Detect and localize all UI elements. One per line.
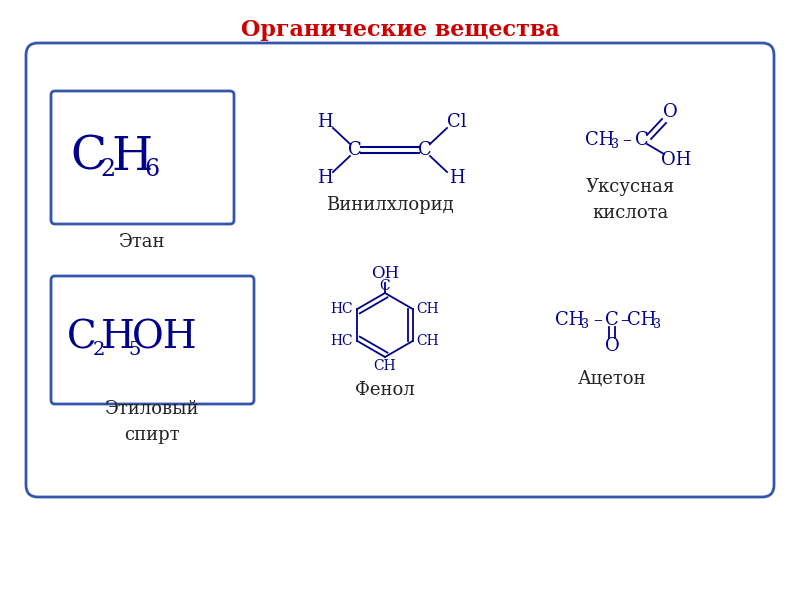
Text: Cl: Cl xyxy=(447,113,467,131)
Text: C: C xyxy=(418,141,432,159)
Text: C: C xyxy=(380,279,390,293)
Text: –: – xyxy=(622,131,631,149)
Text: H: H xyxy=(449,169,465,187)
Text: C: C xyxy=(348,141,362,159)
Text: C: C xyxy=(70,134,106,179)
Text: Фенол: Фенол xyxy=(355,381,415,399)
Text: 3: 3 xyxy=(581,319,589,331)
Text: O: O xyxy=(662,103,678,121)
Text: 2: 2 xyxy=(93,341,105,359)
Text: Этан: Этан xyxy=(118,233,166,251)
Text: OH: OH xyxy=(661,151,691,169)
Text: Ацетон: Ацетон xyxy=(578,369,646,387)
FancyBboxPatch shape xyxy=(51,91,234,224)
Text: HC: HC xyxy=(330,334,354,348)
Text: Винилхлорид: Винилхлорид xyxy=(326,196,454,214)
Text: H: H xyxy=(317,169,333,187)
Text: 5: 5 xyxy=(129,341,141,359)
Text: H: H xyxy=(317,113,333,131)
Text: CH: CH xyxy=(586,131,614,149)
Text: Органические вещества: Органические вещества xyxy=(241,19,559,41)
Text: 2: 2 xyxy=(101,158,115,181)
Text: Уксусная
кислота: Уксусная кислота xyxy=(586,179,674,221)
Text: C: C xyxy=(635,131,649,149)
Text: CH: CH xyxy=(627,311,657,329)
FancyBboxPatch shape xyxy=(51,276,254,404)
Text: H: H xyxy=(111,134,153,179)
FancyBboxPatch shape xyxy=(26,43,774,497)
Text: –: – xyxy=(594,311,602,329)
Text: H: H xyxy=(101,319,135,356)
Text: CH: CH xyxy=(555,311,585,329)
Text: 6: 6 xyxy=(145,158,159,181)
Text: 3: 3 xyxy=(653,319,661,331)
Text: C: C xyxy=(67,319,97,356)
Text: C: C xyxy=(605,311,619,329)
Text: –: – xyxy=(621,311,630,329)
Text: CH: CH xyxy=(417,334,439,348)
Text: 3: 3 xyxy=(611,139,619,151)
Text: HC: HC xyxy=(330,302,354,316)
Text: Этиловый
спирт: Этиловый спирт xyxy=(105,401,199,443)
Text: OH: OH xyxy=(132,319,198,356)
Text: CH: CH xyxy=(417,302,439,316)
Text: OH: OH xyxy=(371,265,399,281)
Text: CH: CH xyxy=(374,359,396,373)
Text: O: O xyxy=(605,337,619,355)
